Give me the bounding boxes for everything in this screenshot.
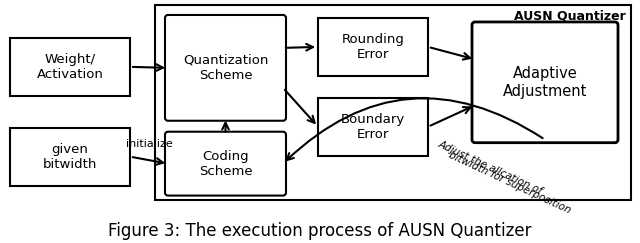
Text: Figure 3: The execution process of AUSN Quantizer: Figure 3: The execution process of AUSN … — [108, 223, 532, 241]
Text: initialize: initialize — [125, 139, 172, 149]
Text: Weight/
Activation: Weight/ Activation — [36, 53, 104, 81]
Text: Boundary
Error: Boundary Error — [341, 113, 405, 141]
Bar — [318, 98, 428, 156]
Text: AUSN Quantizer: AUSN Quantizer — [515, 10, 626, 23]
Text: Quantization
Scheme: Quantization Scheme — [183, 54, 268, 82]
FancyBboxPatch shape — [472, 22, 618, 143]
Text: Coding
Scheme: Coding Scheme — [198, 150, 252, 178]
Bar — [155, 5, 631, 200]
Text: Rounding
Error: Rounding Error — [342, 33, 404, 61]
Text: bitwidth for superposition: bitwidth for superposition — [447, 150, 573, 215]
FancyBboxPatch shape — [165, 132, 286, 196]
FancyArrowPatch shape — [287, 98, 543, 160]
Text: given
bitwidth: given bitwidth — [43, 143, 97, 171]
Bar — [10, 38, 130, 96]
FancyBboxPatch shape — [165, 15, 286, 121]
Bar — [318, 18, 428, 76]
Text: Adjust the allcation of: Adjust the allcation of — [436, 139, 544, 196]
Text: Adaptive
Adjustment: Adaptive Adjustment — [503, 66, 587, 98]
Bar — [10, 128, 130, 186]
